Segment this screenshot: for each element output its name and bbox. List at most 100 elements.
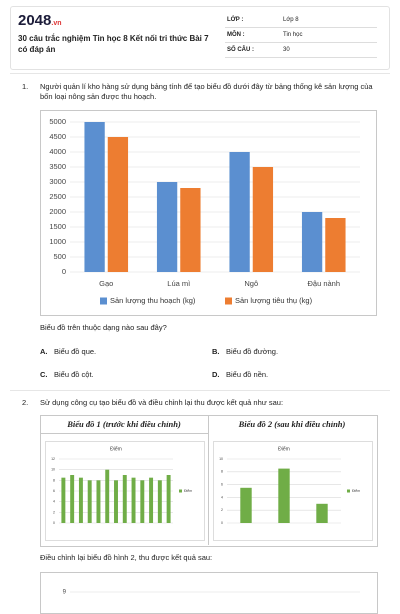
option-letter: A. bbox=[40, 347, 48, 356]
y-tick-label: 1000 bbox=[49, 237, 66, 246]
option-text[interactable]: Biểu đồ que. bbox=[54, 347, 97, 356]
field-label: MÔN : bbox=[227, 32, 245, 38]
bar bbox=[229, 152, 250, 272]
bar bbox=[131, 477, 136, 523]
chart-title: Điểm bbox=[110, 445, 122, 452]
field-label: LỚP : bbox=[227, 17, 244, 23]
y-tick-label: 2 bbox=[53, 510, 55, 514]
question-prompt: Biểu đồ trên thuộc dạng nào sau đây? bbox=[40, 323, 167, 332]
legend-swatch bbox=[179, 489, 182, 493]
bar bbox=[78, 477, 83, 523]
y-tick-label: 2000 bbox=[49, 207, 66, 216]
y-tick-label: 4000 bbox=[49, 147, 66, 156]
y-tick-label: 12 bbox=[51, 457, 55, 461]
y-tick-label: 0 bbox=[221, 521, 223, 525]
logo-suffix: .vn bbox=[51, 20, 62, 27]
question-text: Sử dụng công cụ tạo biểu đồ và điều chỉn… bbox=[40, 398, 284, 407]
y-tick-label: 4 bbox=[221, 495, 223, 499]
header-card bbox=[10, 6, 390, 70]
legend-label: Sản lượng thu hoạch (kg) bbox=[110, 296, 196, 305]
bar bbox=[105, 469, 110, 523]
table bbox=[40, 415, 378, 547]
y-tick-label: 4500 bbox=[49, 132, 66, 141]
chart-frame bbox=[40, 110, 377, 316]
y-tick-label: 6 bbox=[221, 483, 223, 487]
chart: 0 500 1000 1500 2000 2500 3000 3500 4000 4500 5000… bbox=[49, 117, 360, 305]
x-tick-label: Lúa mì bbox=[167, 279, 190, 288]
chart-title: Điểm bbox=[278, 445, 290, 452]
legend-label: Điểm bbox=[352, 489, 360, 493]
logo-main: 2048 bbox=[18, 12, 52, 29]
bar bbox=[140, 480, 145, 523]
bar bbox=[316, 503, 328, 523]
field-value: Lớp 8 bbox=[283, 17, 299, 23]
x-tick-label: Gạo bbox=[99, 279, 113, 288]
y-tick-label: 0 bbox=[53, 521, 55, 525]
y-tick-label: 2 bbox=[221, 508, 223, 512]
y-tick-label: 5000 bbox=[49, 117, 66, 126]
field-value: 30 bbox=[283, 47, 290, 53]
x-tick-label: Ngô bbox=[244, 279, 258, 288]
table-cell bbox=[208, 433, 209, 545]
bar bbox=[84, 122, 105, 272]
legend-swatch bbox=[347, 489, 350, 493]
option-text[interactable]: Biểu đồ nền. bbox=[226, 370, 269, 379]
y-tick-label: 2500 bbox=[49, 192, 66, 201]
bar bbox=[278, 468, 290, 523]
y-tick-label: 9 bbox=[63, 590, 67, 596]
logo: 2048.vn bbox=[18, 12, 62, 33]
y-tick-label: 8 bbox=[53, 478, 55, 482]
y-tick-label: 1500 bbox=[49, 222, 66, 231]
y-tick-label: 8 bbox=[221, 470, 223, 474]
question-number: 2. bbox=[22, 398, 29, 407]
field-label: SỐ CÂU : bbox=[227, 47, 254, 53]
bar bbox=[157, 480, 162, 523]
bar bbox=[149, 477, 154, 523]
chart-frame bbox=[45, 441, 205, 541]
y-tick-label: 3500 bbox=[49, 162, 66, 171]
page: 2048.vn 30 câu trắc nghiệm Tin học 8 Kết… bbox=[10, 6, 390, 614]
bar bbox=[252, 167, 274, 272]
table-header: Biểu đồ 1 (trước khi điều chỉnh) bbox=[67, 419, 181, 429]
bar bbox=[156, 182, 178, 272]
table-cell bbox=[40, 415, 209, 434]
legend-swatch bbox=[225, 297, 232, 305]
y-tick-label: 0 bbox=[62, 267, 66, 276]
y-tick-label: 10 bbox=[51, 468, 55, 472]
chart-frame bbox=[213, 441, 373, 541]
x-tick-label: Đậu nành bbox=[307, 279, 340, 288]
bar bbox=[301, 212, 323, 272]
option-text[interactable]: Biểu đồ cột. bbox=[54, 370, 94, 379]
y-tick-label: 10 bbox=[219, 457, 223, 461]
y-tick-label: 4 bbox=[53, 500, 55, 504]
option-text[interactable]: Biểu đồ đường. bbox=[226, 347, 279, 356]
chart: 9 bbox=[63, 590, 360, 596]
field-value: Tin học bbox=[283, 32, 303, 38]
legend-swatch bbox=[100, 297, 107, 305]
divider bbox=[10, 73, 390, 74]
option-letter: B. bbox=[212, 347, 220, 356]
question-text: Người quản lí kho hàng sử dụng bảng tính… bbox=[40, 82, 373, 101]
y-tick-label: 500 bbox=[53, 252, 66, 261]
option-letter: D. bbox=[212, 370, 220, 379]
divider bbox=[225, 42, 377, 43]
bar bbox=[166, 475, 171, 523]
bar bbox=[325, 218, 346, 272]
chart: Điểm 0 2 4 6 8 10 12 Điểm bbox=[51, 445, 192, 525]
doc-title: 30 câu trắc nghiệm Tin học 8 Kết nối tri… bbox=[18, 34, 209, 54]
bar bbox=[87, 480, 92, 523]
divider bbox=[10, 390, 390, 391]
divider bbox=[225, 57, 377, 58]
legend-label: Sản lượng tiêu thụ (kg) bbox=[235, 296, 313, 305]
divider bbox=[225, 27, 377, 28]
bar bbox=[96, 480, 101, 523]
bar bbox=[122, 475, 127, 523]
bar bbox=[61, 477, 66, 523]
y-tick-label: 3000 bbox=[49, 177, 66, 186]
bar bbox=[240, 487, 252, 523]
table-header: Biểu đồ 2 (sau khi điều chỉnh) bbox=[238, 419, 346, 429]
question-number: 1. bbox=[22, 82, 29, 91]
question-followup: Điều chỉnh lại biểu đồ hình 2, thu được … bbox=[40, 553, 213, 562]
chart: Điểm 0 2 4 6 8 10 Điểm bbox=[219, 445, 360, 525]
bar bbox=[114, 480, 118, 523]
